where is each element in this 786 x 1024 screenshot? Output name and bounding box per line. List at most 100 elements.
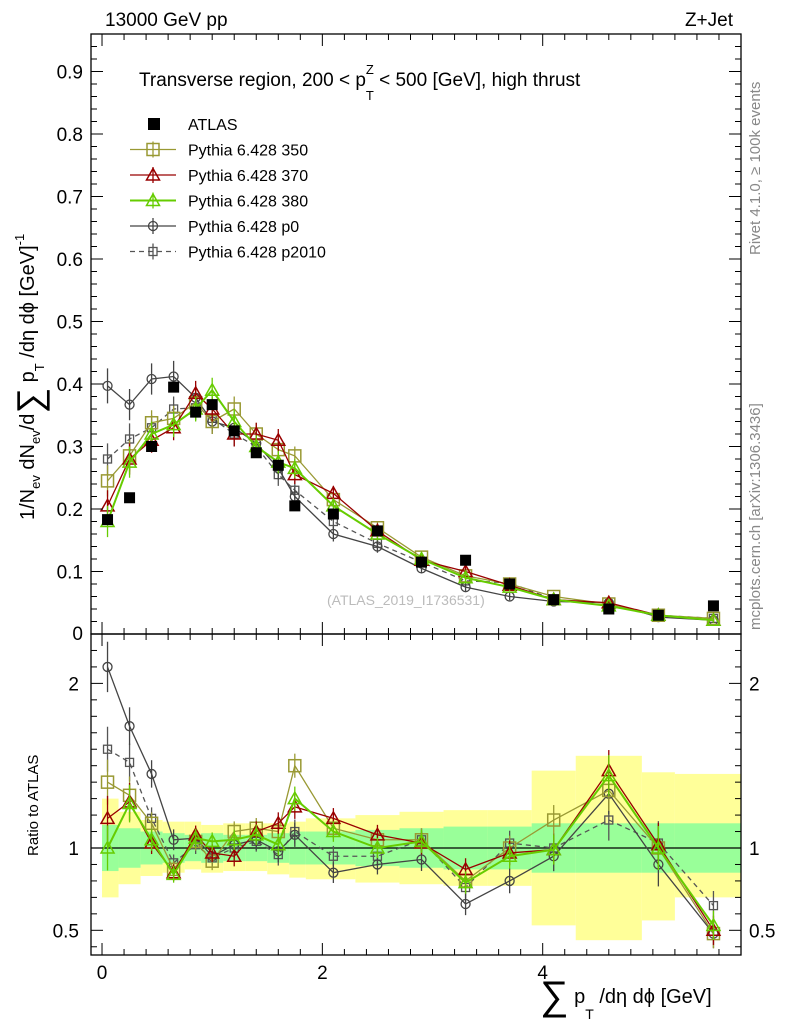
analysis-watermark: (ATLAS_2019_I1736531)	[327, 592, 485, 608]
main-data-point	[270, 432, 287, 446]
chart-marks	[99, 360, 722, 949]
ratio-data-point	[457, 874, 474, 889]
legend-label: Pythia 6.428 p2010	[188, 245, 326, 262]
ratio-y-tick-label-right: 0.5	[749, 921, 775, 942]
main-data-point	[328, 528, 339, 540]
ratio-data-point	[601, 767, 617, 782]
x-tick-label: 4	[537, 963, 548, 984]
ratio-y-tick-label-right: 2	[749, 674, 760, 695]
main-y-tick-label: 0.8	[57, 125, 83, 146]
main-data-point	[204, 382, 220, 396]
ratio-y-tick-label: 0.5	[53, 921, 79, 942]
atlas-data-point	[190, 406, 202, 418]
rivet-label: Rivet 4.1.0, ≥ 100k events	[747, 82, 764, 255]
ratio-data-point	[287, 790, 303, 805]
ratio-data-point	[708, 900, 719, 911]
main-y-tick-label: 0.7	[57, 188, 83, 209]
ratio-data-point	[146, 768, 157, 780]
main-data-point	[121, 454, 138, 468]
legend-label: Pythia 6.428 350	[188, 143, 308, 160]
main-y-tick-label: 0.5	[57, 313, 83, 334]
atlas-data-point	[250, 447, 262, 459]
ratio-data-point	[100, 775, 115, 789]
atlas-data-point	[416, 556, 428, 568]
main-data-point	[102, 454, 113, 464]
main-data-point	[100, 474, 115, 488]
ratio-y-tick-label-right: 1	[749, 839, 760, 860]
ratio-data-point	[545, 841, 562, 856]
ratio-y-tick-label: 1	[68, 839, 79, 860]
ratio-data-point	[99, 810, 116, 825]
ratio-data-point	[546, 813, 561, 827]
main-series-line	[106, 392, 714, 621]
main-y-tick-label: 0.9	[57, 63, 83, 84]
atlas-data-point	[168, 381, 180, 393]
atlas-data-point	[548, 594, 560, 606]
ratio-data-point	[204, 844, 220, 859]
legend-label: Pythia 6.428 p0	[188, 219, 299, 236]
main-data-point	[146, 373, 157, 385]
main-data-point	[124, 399, 135, 410]
ratio-data-point	[99, 839, 116, 854]
legend-label: Pythia 6.428 370	[188, 168, 308, 185]
main-y-zero-label: 0	[72, 624, 83, 645]
ratio-data-point	[248, 826, 265, 841]
ratio-data-point	[705, 917, 722, 932]
atlas-data-point	[272, 459, 284, 471]
main-title: Transverse region, 200 < pTZ < 500 [GeV]…	[139, 62, 581, 103]
ratio-data-point	[372, 859, 383, 870]
collision-label: 13000 GeV pp	[105, 10, 228, 31]
ratio-data-point	[124, 721, 135, 732]
atlas-data-point	[504, 578, 516, 590]
ratio-data-point	[289, 829, 300, 840]
x-tick-label: 0	[97, 963, 108, 984]
atlas-data-point	[146, 441, 158, 452]
x-axis-label: ∑ pT /dη dϕ [GeV]	[540, 974, 712, 1022]
atlas-data-point	[289, 500, 301, 512]
main-ylabel: 1/Nev dNev/d∑ pT /dη dϕ [GeV]-1	[9, 234, 50, 520]
ratio-data-point	[168, 834, 179, 845]
ratio-data-point	[325, 823, 342, 838]
main-data-point	[168, 371, 179, 382]
main-series-line	[107, 401, 714, 620]
ratio-data-point	[165, 866, 182, 881]
ratio-data-point	[270, 836, 287, 851]
ratio-data-point	[460, 898, 471, 910]
atlas-data-point	[124, 492, 136, 504]
main-data-point	[287, 460, 303, 475]
main-data-point	[705, 612, 722, 626]
legend-marker-atlas	[148, 118, 160, 130]
ratio-data-point	[124, 757, 135, 768]
main-y-tick-label: 0.3	[57, 438, 83, 459]
legend-marker	[146, 142, 160, 157]
legend-marker	[145, 192, 161, 207]
ratio-data-point	[226, 848, 243, 862]
main-y-tick-label: 0.6	[57, 250, 83, 271]
ratio-data-point	[369, 839, 386, 854]
ratio-data-point	[270, 815, 287, 830]
atlas-data-point	[652, 609, 664, 621]
atlas-data-point	[327, 508, 339, 520]
ratio-data-point	[187, 830, 204, 844]
x-tick-label: 2	[317, 963, 328, 984]
main-data-point	[143, 425, 160, 440]
ratio-data-point	[416, 854, 427, 865]
ratio-data-point	[328, 851, 339, 861]
process-label: Z+Jet	[685, 10, 734, 31]
legend-marker	[145, 166, 161, 181]
ratio-y-tick-label: 2	[68, 674, 79, 695]
atlas-data-point	[228, 425, 240, 437]
legend-label: Pythia 6.428 380	[188, 194, 308, 211]
main-y-tick-label: 0.1	[57, 563, 83, 584]
atlas-data-point	[460, 554, 472, 566]
axes: 0 2 4 0.1 0.2 0.3 0.4 0.5 0.6 0.7 0.8 0.9 0 0.5 0.5 1 1 2…	[53, 33, 775, 984]
ratio-data-point	[143, 831, 160, 846]
atlas-data-point	[371, 525, 383, 537]
legend: ATLAS Pythia 6.428 350 Pythia 6.428 370 Pyt…	[130, 117, 326, 262]
atlas-data-point	[603, 603, 615, 615]
ratio-frame	[90, 633, 742, 956]
main-y-tick-label: 0.4	[57, 375, 84, 396]
mcplots-label: mcplots.cern.ch [arXiv:1306.3436]	[747, 403, 764, 630]
atlas-data-point	[707, 600, 719, 612]
